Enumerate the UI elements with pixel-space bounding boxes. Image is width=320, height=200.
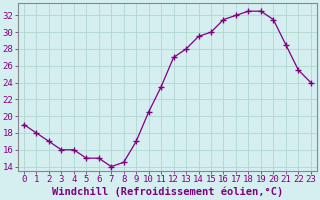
X-axis label: Windchill (Refroidissement éolien,°C): Windchill (Refroidissement éolien,°C) (52, 187, 283, 197)
